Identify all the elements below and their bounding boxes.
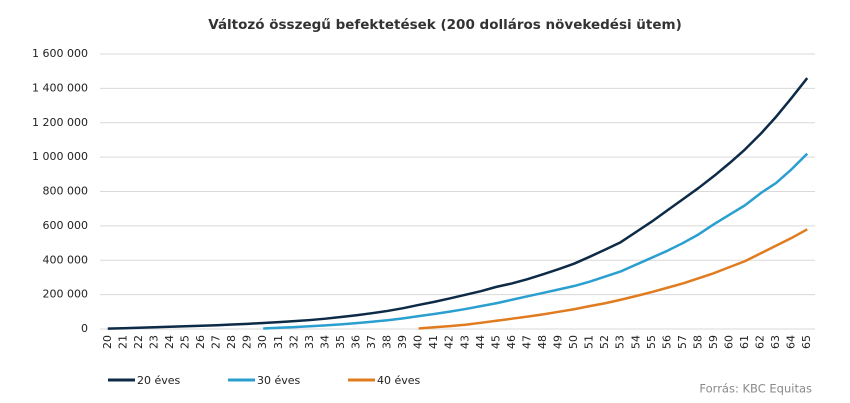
y-tick-label: 400 000 bbox=[43, 253, 89, 266]
x-tick-label: 48 bbox=[536, 335, 549, 349]
x-tick-label: 65 bbox=[800, 335, 813, 349]
x-tick-label: 42 bbox=[443, 335, 456, 349]
x-tick-label: 56 bbox=[660, 335, 673, 349]
x-tick-label: 33 bbox=[303, 335, 316, 349]
series-line bbox=[418, 228, 808, 330]
x-tick-label: 37 bbox=[365, 335, 378, 349]
x-tick-label: 54 bbox=[629, 335, 642, 349]
x-tick-label: 24 bbox=[163, 335, 176, 349]
chart-title: Változó összegű befektetések (200 dollár… bbox=[208, 17, 682, 33]
x-tick-label: 62 bbox=[754, 335, 767, 349]
x-tick-label: 25 bbox=[178, 335, 191, 349]
y-tick-label: 1 400 000 bbox=[32, 81, 88, 94]
x-tick-label: 31 bbox=[272, 335, 285, 349]
x-tick-label: 64 bbox=[785, 335, 798, 349]
y-tick-label: 1 000 000 bbox=[32, 150, 88, 163]
x-tick-label: 29 bbox=[241, 335, 254, 349]
x-tick-label: 55 bbox=[645, 335, 658, 349]
x-tick-label: 20 bbox=[101, 335, 114, 349]
x-tick-label: 36 bbox=[349, 335, 362, 349]
x-tick-label: 60 bbox=[723, 335, 736, 349]
x-tick-label: 46 bbox=[505, 335, 518, 349]
y-tick-label: 200 000 bbox=[43, 288, 89, 301]
y-tick-label: 0 bbox=[81, 322, 88, 335]
source: Forrás: KBC Equitas bbox=[699, 382, 812, 396]
series-line bbox=[263, 152, 809, 330]
x-tick-label: 63 bbox=[769, 335, 782, 349]
x-tick-label: 39 bbox=[396, 335, 409, 349]
x-tick-label: 53 bbox=[614, 335, 627, 349]
x-tick-label: 59 bbox=[707, 335, 720, 349]
x-tick-label: 49 bbox=[552, 335, 565, 349]
x-tick-label: 50 bbox=[567, 335, 580, 349]
legend-label: 40 éves bbox=[377, 374, 421, 387]
y-tick-label: 800 000 bbox=[43, 185, 89, 198]
x-tick-label: 51 bbox=[583, 335, 596, 349]
x-tick-label: 45 bbox=[489, 335, 502, 349]
x-tick-label: 57 bbox=[676, 335, 689, 349]
y-tick-label: 600 000 bbox=[43, 219, 89, 232]
x-tick-label: 61 bbox=[738, 335, 751, 349]
x-tick-label: 34 bbox=[318, 335, 331, 349]
x-tick-label: 38 bbox=[381, 335, 394, 349]
x-tick-label: 32 bbox=[287, 335, 300, 349]
x-tick-label: 44 bbox=[474, 335, 487, 349]
x-tick-label: 22 bbox=[132, 335, 145, 349]
x-tick-label: 26 bbox=[194, 335, 207, 349]
legend-label: 20 éves bbox=[137, 374, 181, 387]
x-tick-label: 47 bbox=[520, 335, 533, 349]
x-tick-label: 27 bbox=[210, 335, 223, 349]
x-tick-label: 40 bbox=[412, 335, 425, 349]
legend-label: 30 éves bbox=[257, 374, 301, 387]
y-tick-label: 1 200 000 bbox=[32, 116, 88, 129]
x-tick-label: 41 bbox=[427, 335, 440, 349]
x-tick-label: 35 bbox=[334, 335, 347, 349]
x-tick-label: 52 bbox=[598, 335, 611, 349]
x-tick-label: 21 bbox=[116, 335, 129, 349]
x-tick-label: 28 bbox=[225, 335, 238, 349]
x-tick-label: 23 bbox=[147, 335, 160, 349]
y-tick-label: 1 600 000 bbox=[32, 47, 88, 60]
x-tick-label: 58 bbox=[691, 335, 704, 349]
x-tick-label: 30 bbox=[256, 335, 269, 349]
x-tick-label: 43 bbox=[458, 335, 471, 349]
series-line bbox=[107, 77, 809, 330]
